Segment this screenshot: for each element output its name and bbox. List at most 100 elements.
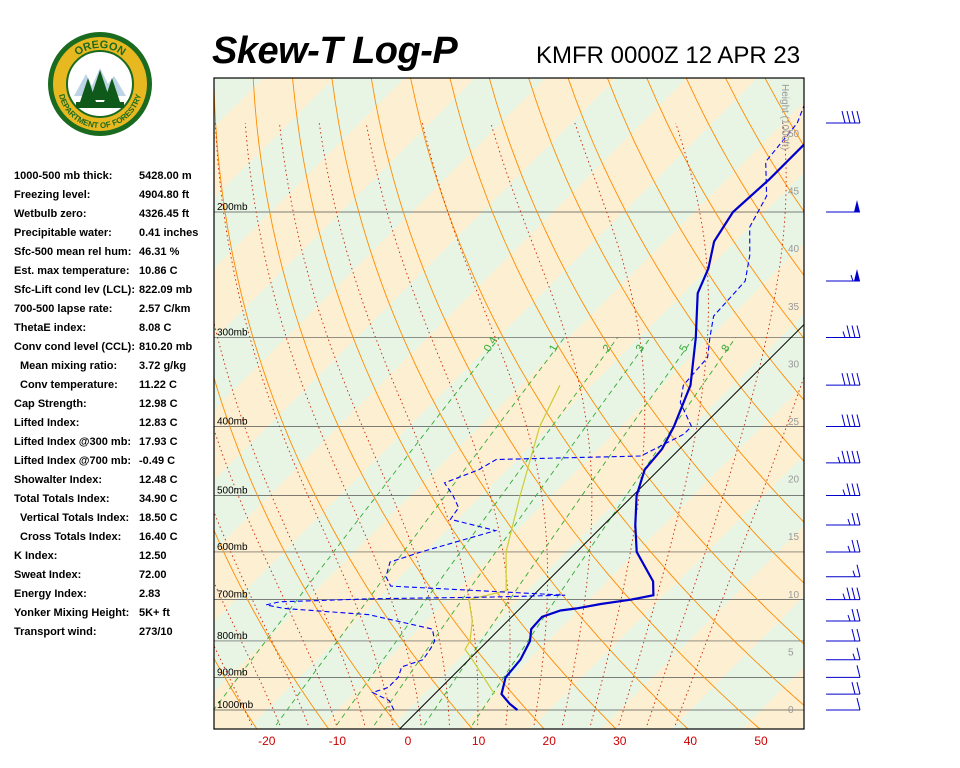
index-label: 1000-500 mb thick: xyxy=(14,170,113,182)
temperature-tick-label: -20 xyxy=(258,734,276,748)
wind-barb xyxy=(826,608,861,622)
moist-adiabat-line xyxy=(244,122,422,726)
wind-barb-full xyxy=(856,539,861,553)
index-row: Wetbulb zero: 4326.45 ft xyxy=(14,208,214,227)
isotherm-bands xyxy=(214,0,960,739)
wind-barb-full xyxy=(851,450,856,464)
stability-indices-panel: 1000-500 mb thick: 5428.00 m Freezing leve… xyxy=(14,170,214,645)
moist-adiabats xyxy=(214,122,804,726)
isotherm-band xyxy=(802,0,960,739)
temperature-tick-label: -10 xyxy=(329,734,347,748)
dry-adiabat-line xyxy=(214,657,258,729)
wind-barb-full xyxy=(856,325,861,338)
index-value: 810.20 mb xyxy=(139,341,193,353)
dry-adiabat-line xyxy=(292,78,617,729)
wind-barb-half xyxy=(842,489,846,496)
index-label: Precipitable water: xyxy=(14,227,112,239)
wind-barb-half xyxy=(842,331,846,338)
station-time-label: KMFR 0000Z 12 APR 23 xyxy=(536,42,801,69)
height-tick-label: 5 xyxy=(788,647,794,658)
wind-barb-full xyxy=(851,539,856,553)
wind-barb-full xyxy=(841,110,846,124)
dry-adiabat-line xyxy=(331,78,689,729)
index-row: Energy Index: 2.83 xyxy=(14,588,214,607)
height-tick-label: 30 xyxy=(788,359,800,370)
isotherm-band xyxy=(600,525,804,729)
dry-adiabat-line xyxy=(856,0,960,739)
wind-barb xyxy=(826,564,861,578)
index-row: Sfc-Lift cond lev (LCL): 822.09 mb xyxy=(14,284,214,303)
index-row: Lifted Index @300 mb: 17.93 C xyxy=(14,436,214,455)
index-value: 18.50 C xyxy=(139,512,178,524)
index-row: Conv cond level (CCL): 810.20 mb xyxy=(14,341,214,360)
index-label: Transport wind: xyxy=(14,626,97,638)
dry-adiabat-line xyxy=(567,78,804,462)
wind-barb-half xyxy=(852,653,856,660)
index-value: -0.49 C xyxy=(139,455,176,467)
index-value: 4904.80 ft xyxy=(139,189,190,201)
index-row: 700-500 lapse rate: 2.57 C/km xyxy=(14,303,214,322)
wind-barb-full xyxy=(856,697,861,711)
wind-barb-half xyxy=(837,456,841,464)
index-label: ThetaE index: xyxy=(14,322,87,334)
index-row: Mean mixing ratio: 3.72 g/kg xyxy=(14,360,214,379)
temperature-tick-label: 30 xyxy=(613,734,627,748)
wind-barb-pennant xyxy=(854,200,860,212)
pressure-gridlines xyxy=(214,211,804,711)
height-tick-label: 50 xyxy=(788,129,800,140)
index-value: 0.41 inches xyxy=(139,227,199,239)
wind-barb-full xyxy=(856,564,861,577)
dry-adiabat-line xyxy=(820,0,960,739)
index-value: 10.86 C xyxy=(139,265,178,277)
chart-title: Skew-T Log-P xyxy=(212,30,458,72)
dry-adiabat-line xyxy=(488,78,804,584)
index-row: Precipitable water: 0.41 inches xyxy=(14,227,214,246)
index-row: Lifted Index @700 mb: -0.49 C xyxy=(14,455,214,474)
pressure-label: 800mb xyxy=(217,631,248,642)
isotherm-band xyxy=(671,596,804,729)
index-row: Yonker Mixing Height: 5K+ ft xyxy=(14,607,214,626)
mixing-ratio-label: 1 xyxy=(547,343,560,354)
index-row: Vertical Totals Index: 18.50 C xyxy=(14,512,214,531)
mixing-ratio-lines xyxy=(214,337,737,726)
index-value: 11.22 C xyxy=(139,379,177,391)
index-value: 12.48 C xyxy=(139,474,178,486)
wind-barb xyxy=(826,628,861,642)
index-value: 3.72 g/kg xyxy=(139,360,187,372)
temperature-tick-label: 0 xyxy=(405,734,412,748)
index-value: 5K+ ft xyxy=(139,607,170,619)
mixing-ratio-label: 5 xyxy=(677,343,690,354)
dry-adiabat-line xyxy=(410,78,804,706)
index-value: 8.08 C xyxy=(139,322,172,334)
height-tick-label: 35 xyxy=(788,302,800,313)
wind-barb-full xyxy=(851,682,856,695)
index-row: Cross Totals Index: 16.40 C xyxy=(14,531,214,550)
wind-barb-full xyxy=(856,110,861,124)
wind-barb-full xyxy=(856,587,861,600)
wind-barb-full xyxy=(856,373,861,386)
index-label: Lifted Index @700 mb: xyxy=(14,455,132,467)
pressure-label: 500mb xyxy=(217,486,248,497)
isotherm-band xyxy=(742,667,804,729)
wind-barb-half xyxy=(847,614,851,622)
index-value: 12.50 xyxy=(139,550,167,562)
wind-barb xyxy=(826,414,861,427)
wind-barb-full xyxy=(846,587,851,600)
mixing-ratio-label: 3 xyxy=(634,343,647,354)
wind-barb xyxy=(826,200,860,213)
height-tick-label: 0 xyxy=(788,705,794,716)
index-label: Vertical Totals Index: xyxy=(20,512,130,524)
index-label: Wetbulb zero: xyxy=(14,208,87,220)
wind-barb-full xyxy=(856,628,861,642)
mixing-ratio-line xyxy=(471,337,737,726)
wind-barb-half xyxy=(842,593,846,600)
isotherm-band xyxy=(214,102,804,729)
index-label: Est. max temperature: xyxy=(14,265,130,277)
index-label: Showalter Index: xyxy=(14,474,103,486)
dry-adiabat-line xyxy=(891,0,960,739)
moist-adiabat-line xyxy=(214,428,337,726)
logo-text-top: OREGON xyxy=(72,39,127,59)
wind-barb-full xyxy=(856,647,861,660)
index-row: Cap Strength: 12.98 C xyxy=(14,398,214,417)
